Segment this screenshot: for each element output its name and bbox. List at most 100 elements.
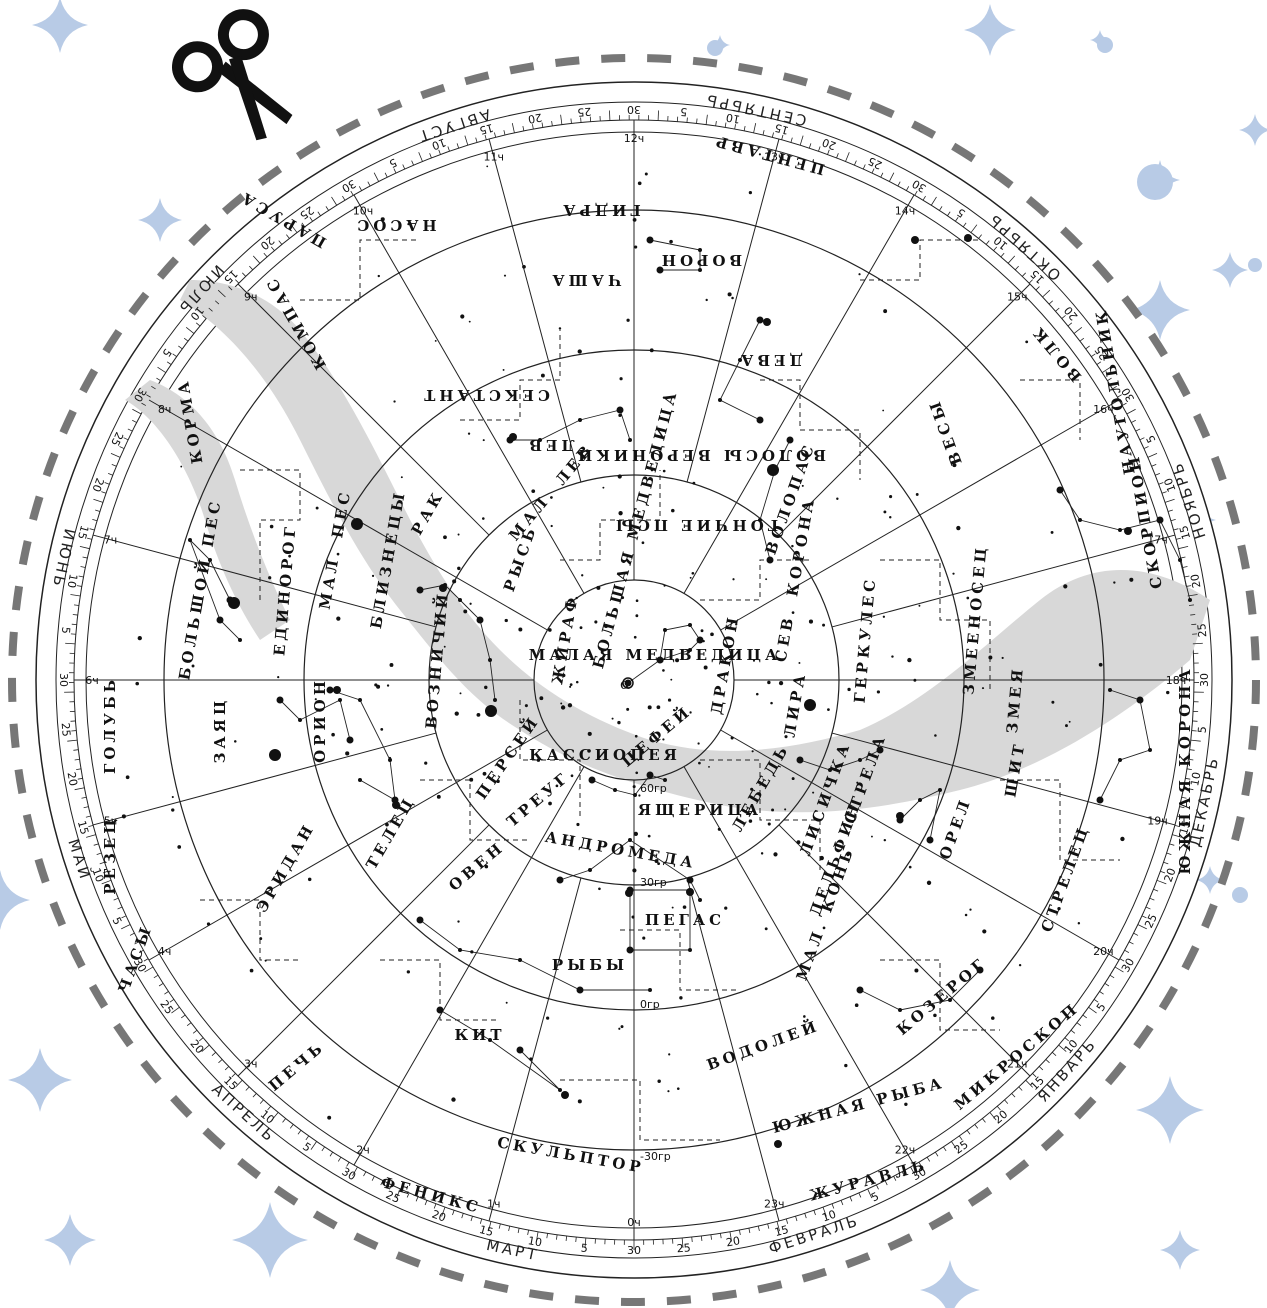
date-tick <box>1143 446 1149 449</box>
day-label: 30 <box>131 956 149 975</box>
date-tick <box>982 1118 986 1123</box>
date-tick <box>192 1029 198 1034</box>
date-tick <box>854 160 857 166</box>
day-label: 20 <box>430 1208 448 1225</box>
constellation-label-orion: ОРИОН <box>311 677 329 763</box>
decor-dot <box>1097 37 1113 53</box>
date-tick <box>1185 777 1191 780</box>
hour-line <box>237 283 490 536</box>
hour-label: 20ч <box>1093 945 1114 958</box>
faint-star <box>393 400 396 403</box>
faint-star <box>436 794 441 799</box>
star <box>858 758 862 762</box>
faint-star <box>697 742 700 745</box>
faint-star <box>579 626 583 630</box>
date-tick <box>297 1129 302 1135</box>
date-tick <box>110 453 121 458</box>
star <box>298 718 302 722</box>
faint-star <box>632 785 636 789</box>
faint-star <box>663 584 666 587</box>
faint-star <box>288 554 292 558</box>
faint-star <box>619 377 623 381</box>
hour-label: 5ч <box>104 814 118 827</box>
faint-star <box>484 685 488 690</box>
date-tick <box>947 211 951 217</box>
faint-star <box>470 950 474 954</box>
star <box>786 436 794 444</box>
faint-star <box>1068 720 1071 723</box>
date-tick <box>278 240 283 245</box>
bright-star <box>333 686 341 694</box>
date-tick <box>508 1225 511 1232</box>
date-tick <box>183 337 189 342</box>
constellation-label-virgo: ДЕВА <box>737 351 803 369</box>
faint-star <box>171 808 175 812</box>
scissors-icon <box>172 9 293 141</box>
date-tick <box>922 195 926 201</box>
bright-star <box>485 705 497 717</box>
star <box>458 598 462 602</box>
faint-star <box>518 627 523 632</box>
faint-star <box>406 970 410 974</box>
date-tick <box>962 222 967 228</box>
date-tick <box>464 135 469 146</box>
bright-star <box>351 518 363 530</box>
date-tick <box>113 897 119 901</box>
faint-star <box>969 908 972 911</box>
date-tick <box>202 315 207 319</box>
faint-star <box>933 1013 937 1018</box>
date-tick <box>424 1200 428 1206</box>
star <box>458 948 462 952</box>
faint-star <box>457 566 461 571</box>
hour-labels: 0ч 1ч 2ч 3ч 4ч 5ч 6ч 7ч 8ч 9ч 10ч 11ч 12ч 13ч 14ч 15ч 16… <box>85 132 1186 1229</box>
dec-label-60: 60гр <box>640 782 667 795</box>
faint-star <box>587 749 591 753</box>
date-tick <box>1048 300 1054 305</box>
faint-star <box>135 681 139 686</box>
faint-star <box>798 661 801 664</box>
date-tick <box>1032 1073 1037 1078</box>
four-point-star-icon <box>964 4 1016 56</box>
faint-star <box>385 822 389 827</box>
date-tick <box>282 1118 286 1123</box>
date-tick <box>242 272 247 277</box>
faint-star <box>918 604 921 607</box>
faint-star <box>647 705 652 710</box>
bright-star <box>561 1091 569 1099</box>
faint-star <box>602 486 605 489</box>
bright-star <box>625 889 633 897</box>
bright-star <box>896 812 904 820</box>
faint-star <box>611 717 614 720</box>
date-tick <box>926 1156 931 1162</box>
day-label: 15 <box>75 524 91 541</box>
date-tick <box>1131 419 1136 423</box>
faint-star <box>915 493 919 496</box>
faint-star <box>871 835 873 838</box>
date-tick <box>762 130 765 136</box>
faint-star <box>463 609 468 614</box>
date-tick <box>65 642 76 645</box>
date-tick <box>1160 870 1166 874</box>
faint-star <box>851 820 854 824</box>
faint-star <box>662 396 666 399</box>
date-tick <box>565 1235 568 1241</box>
date-tick <box>271 1112 279 1121</box>
faint-star <box>1050 530 1054 534</box>
day-label: 10 <box>65 573 80 589</box>
faint-star <box>907 657 912 663</box>
date-tick <box>441 1207 446 1217</box>
faint-star <box>698 761 701 765</box>
date-tick <box>301 222 306 228</box>
faint-star <box>752 659 756 662</box>
date-tick <box>511 123 515 133</box>
day-label: 20 <box>527 111 543 126</box>
star <box>626 946 634 954</box>
date-tick <box>180 1014 186 1019</box>
day-label: 25 <box>866 154 884 172</box>
faint-star <box>854 1003 859 1008</box>
date-tick <box>532 124 534 130</box>
star <box>766 556 774 564</box>
date-tick <box>1179 806 1185 809</box>
day-label: 10 <box>1188 771 1203 787</box>
